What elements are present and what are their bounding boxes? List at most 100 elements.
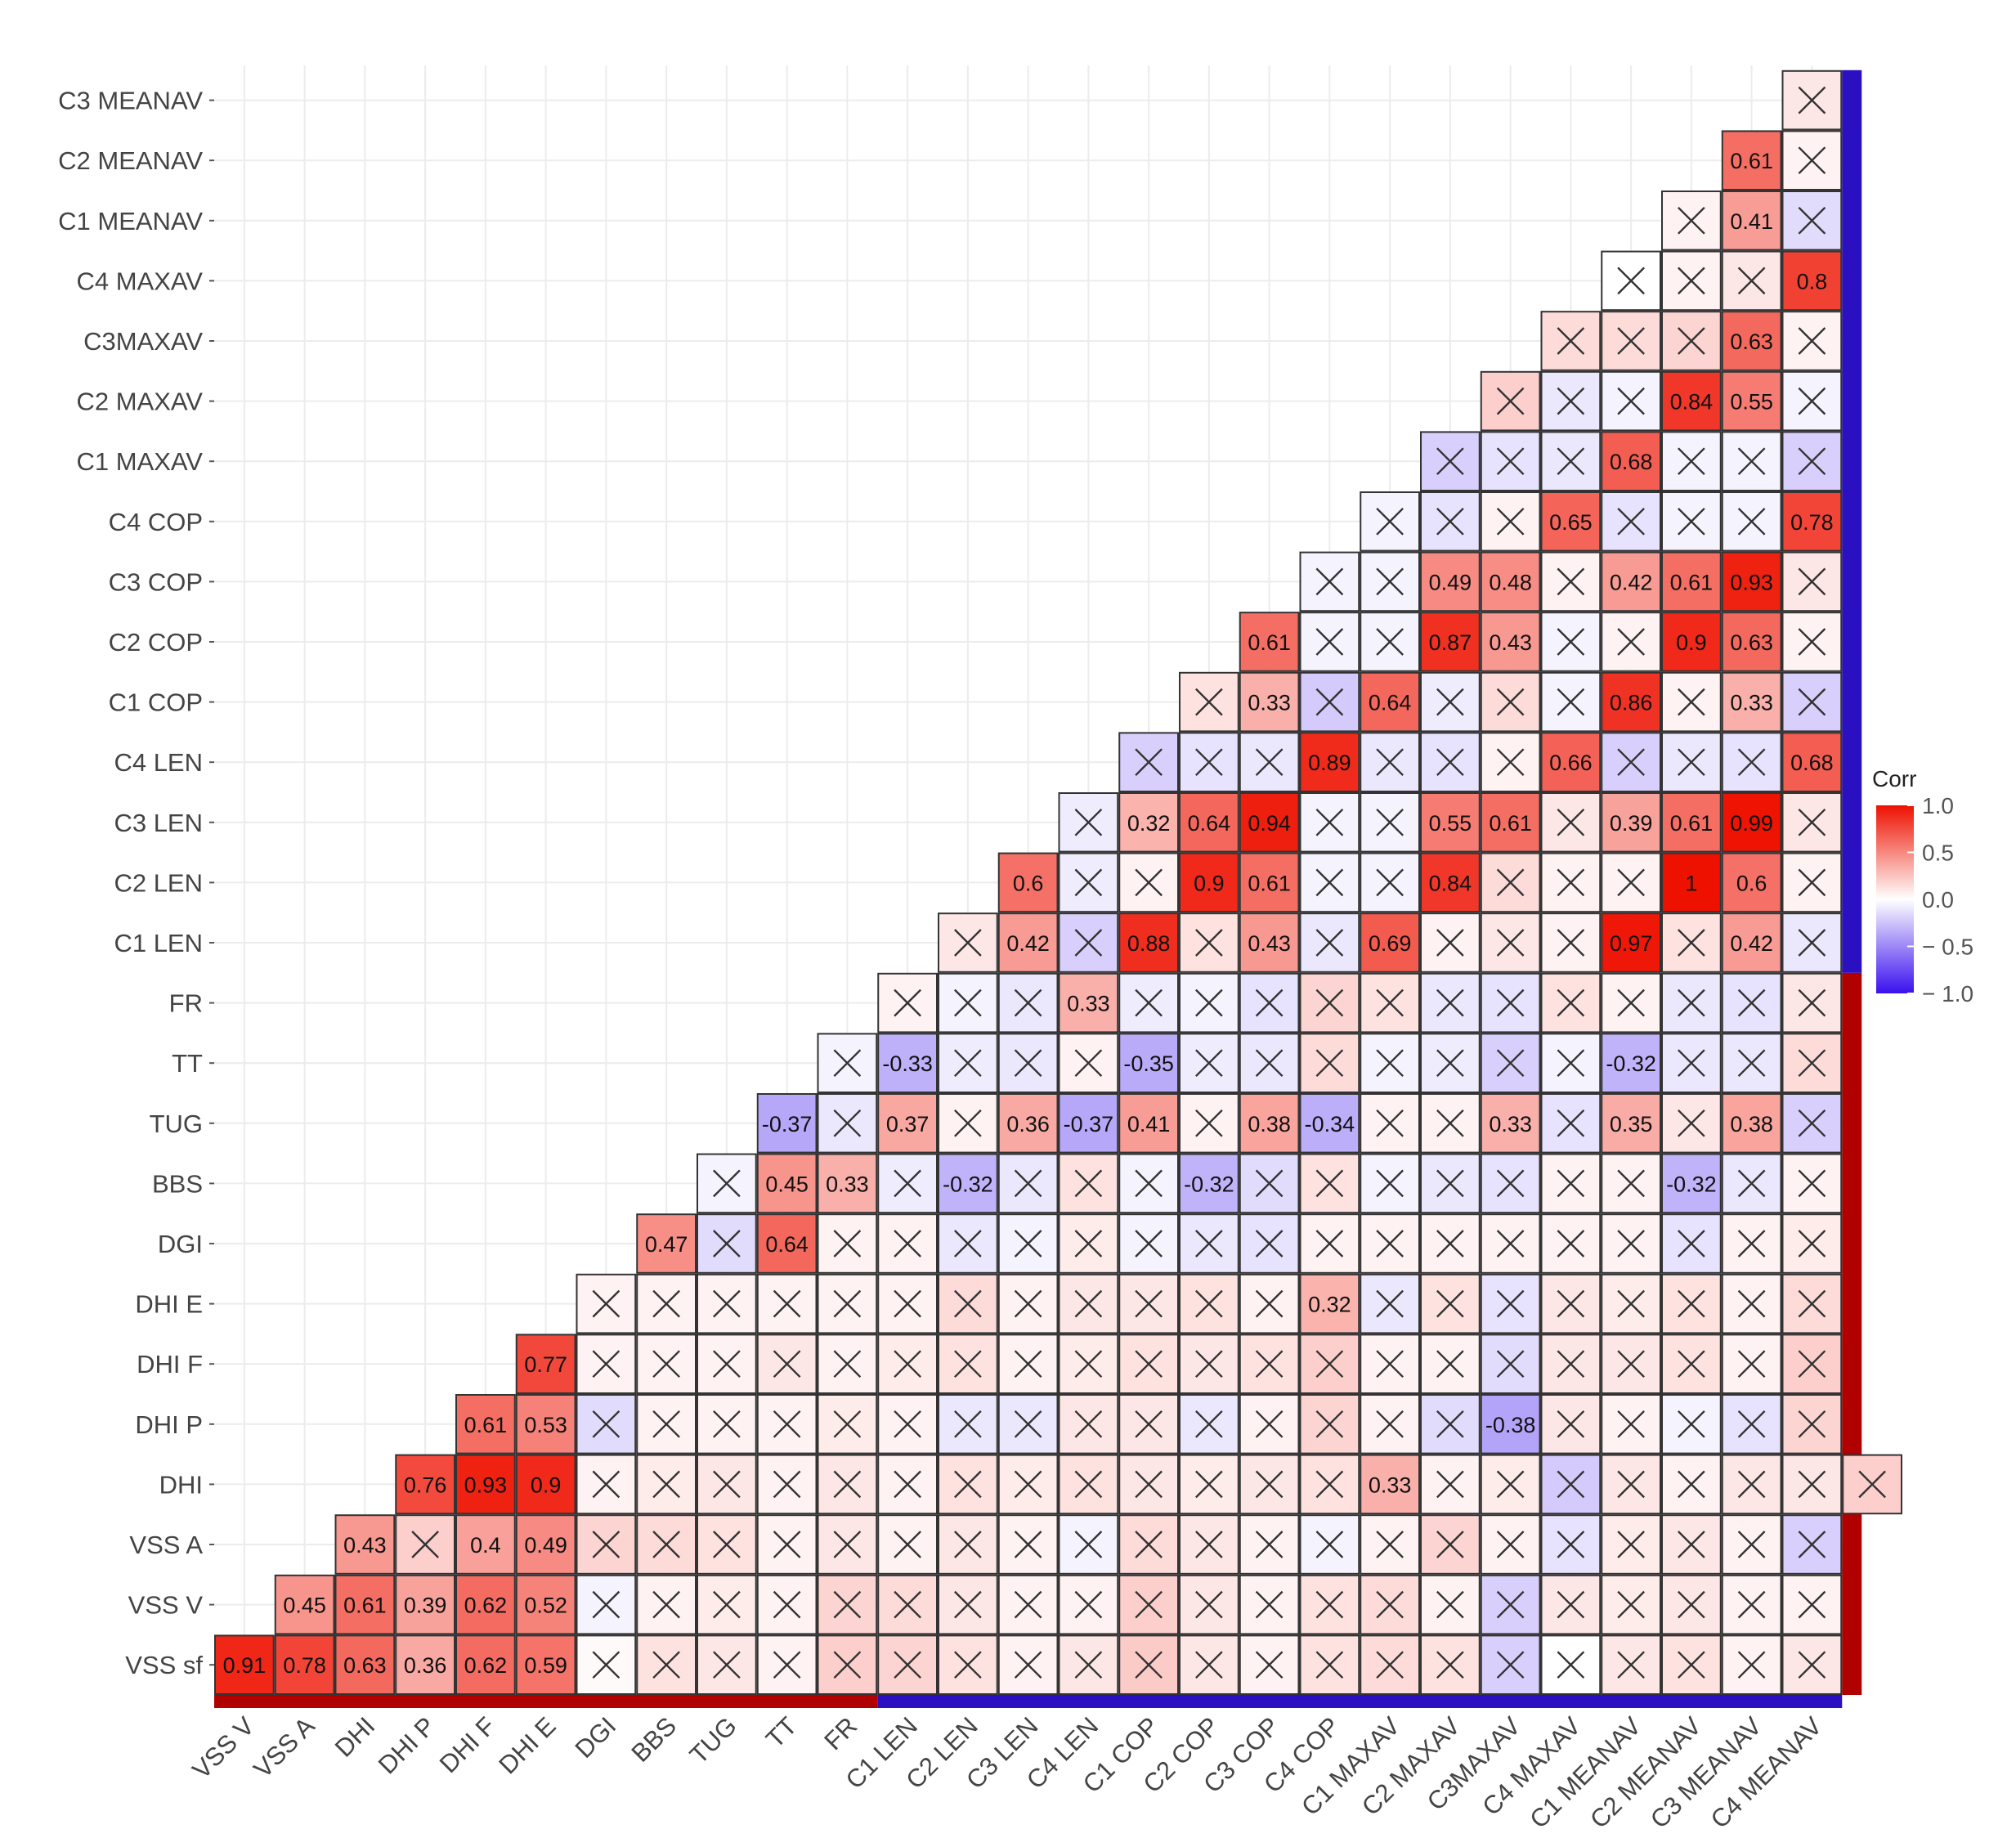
- insignificant-cross-icon: [1315, 868, 1344, 897]
- cell-value-label: -0.35: [1123, 1051, 1174, 1076]
- y-tick-label: DHI E: [135, 1290, 203, 1319]
- cell-value-label: 0.43: [1489, 630, 1532, 655]
- insignificant-cross-icon: [1496, 447, 1525, 476]
- insignificant-cross-icon: [1496, 1531, 1525, 1558]
- y-tick-label: DHI P: [135, 1410, 203, 1439]
- insignificant-cross-icon: [1557, 1350, 1585, 1379]
- heatmap-cell: [817, 1153, 878, 1214]
- insignificant-cross-icon: [1074, 808, 1103, 836]
- heatmap-cell: [1540, 491, 1602, 552]
- insignificant-cross-icon: [652, 1410, 680, 1438]
- insignificant-cross-icon: [833, 1531, 862, 1558]
- cell-value-label: 0.61: [1670, 811, 1714, 836]
- insignificant-cross-icon: [713, 1350, 741, 1379]
- heatmap-cell: [1661, 1153, 1722, 1214]
- insignificant-cross-icon: [1436, 989, 1464, 1017]
- insignificant-cross-icon: [1315, 1651, 1344, 1679]
- cell-value-label: -0.32: [1184, 1172, 1234, 1196]
- insignificant-cross-icon: [1496, 1230, 1525, 1257]
- cell-value-label: 0.91: [223, 1653, 267, 1678]
- heatmap-cell: [1721, 311, 1782, 371]
- insignificant-cross-icon: [1557, 1470, 1585, 1499]
- insignificant-cross-icon: [1557, 989, 1585, 1017]
- insignificant-cross-icon: [1798, 929, 1826, 957]
- cell-value-label: 0.45: [765, 1172, 809, 1196]
- insignificant-cross-icon: [1496, 1049, 1525, 1078]
- insignificant-cross-icon: [894, 1651, 921, 1679]
- insignificant-cross-icon: [1376, 1230, 1404, 1257]
- heatmap-cell: [274, 1574, 335, 1635]
- insignificant-cross-icon: [1376, 1289, 1404, 1318]
- insignificant-cross-icon: [713, 1590, 741, 1619]
- y-tick-label: DHI F: [137, 1350, 203, 1379]
- insignificant-cross-icon: [1376, 567, 1404, 596]
- insignificant-cross-icon: [954, 1470, 982, 1499]
- heatmap-cell: [214, 1634, 275, 1696]
- cell-value-label: 0.41: [1730, 209, 1773, 234]
- insignificant-cross-icon: [1557, 387, 1585, 415]
- insignificant-cross-icon: [1678, 1410, 1705, 1438]
- insignificant-cross-icon: [1074, 1651, 1103, 1679]
- insignificant-cross-icon: [833, 1651, 862, 1679]
- insignificant-cross-icon: [1074, 1169, 1103, 1198]
- insignificant-cross-icon: [1436, 1590, 1464, 1619]
- insignificant-cross-icon: [1798, 1230, 1826, 1257]
- insignificant-cross-icon: [1798, 206, 1826, 235]
- cell-value-label: -0.32: [1606, 1051, 1656, 1076]
- insignificant-cross-icon: [1798, 1651, 1826, 1679]
- insignificant-cross-icon: [954, 1410, 982, 1438]
- insignificant-cross-icon: [1195, 1230, 1223, 1257]
- insignificant-cross-icon: [1195, 1531, 1223, 1558]
- insignificant-cross-icon: [1496, 1350, 1525, 1379]
- insignificant-cross-icon: [894, 1230, 921, 1257]
- insignificant-cross-icon: [1074, 1590, 1103, 1619]
- heatmap-cell: [515, 1454, 576, 1515]
- insignificant-cross-icon: [1557, 628, 1585, 656]
- insignificant-cross-icon: [1135, 1531, 1163, 1558]
- insignificant-cross-icon: [1135, 1410, 1163, 1438]
- heatmap-cell: [1661, 1514, 1722, 1575]
- cell-value-label: 0.61: [1248, 871, 1291, 895]
- insignificant-cross-icon: [1315, 808, 1344, 836]
- heatmap-cell: [1420, 551, 1481, 612]
- heatmap-cell: [1360, 671, 1420, 733]
- cell-value-label: 0.35: [1610, 1112, 1653, 1136]
- heatmap-cell: [1058, 1093, 1119, 1154]
- heatmap-cell: [1179, 852, 1239, 913]
- insignificant-cross-icon: [1496, 1169, 1525, 1198]
- heatmap-cell: [1661, 551, 1722, 612]
- insignificant-cross-icon: [894, 989, 921, 1017]
- insignificant-cross-icon: [652, 1289, 680, 1318]
- cell-value-label: 0.61: [1248, 630, 1291, 655]
- heatmap-cell: [1239, 852, 1300, 913]
- y-tick-label: DGI: [158, 1230, 203, 1258]
- insignificant-cross-icon: [1315, 1169, 1344, 1198]
- significance-bands: [214, 69, 1862, 1708]
- insignificant-cross-icon: [1798, 628, 1826, 656]
- insignificant-cross-icon: [1436, 507, 1464, 536]
- y-band-red: [1842, 972, 1862, 1695]
- insignificant-cross-icon: [1436, 688, 1464, 716]
- heatmap-cell: [997, 1093, 1059, 1154]
- insignificant-cross-icon: [1557, 929, 1585, 957]
- insignificant-cross-icon: [1798, 868, 1826, 897]
- cell-value-label: 0.89: [1308, 751, 1351, 775]
- insignificant-cross-icon: [1617, 1169, 1645, 1198]
- heatmap-cell: [1721, 1634, 1782, 1696]
- heatmap-cell: [455, 1514, 516, 1575]
- cell-value-label: 1: [1685, 871, 1697, 895]
- insignificant-cross-icon: [1135, 1651, 1163, 1679]
- insignificant-cross-icon: [1195, 748, 1223, 777]
- insignificant-cross-icon: [1315, 628, 1344, 656]
- insignificant-cross-icon: [833, 1230, 862, 1257]
- legend-tick-label: 0.5: [1922, 841, 1954, 866]
- insignificant-cross-icon: [1737, 1169, 1766, 1198]
- cell-value-label: 0.84: [1670, 390, 1714, 415]
- cell-value-label: 0.9: [1194, 871, 1225, 895]
- insignificant-cross-icon: [894, 1531, 921, 1558]
- heatmap-cell: [1601, 912, 1661, 973]
- insignificant-cross-icon: [1617, 387, 1645, 415]
- x-band-blue: [877, 1695, 1843, 1708]
- cell-value-label: 0.45: [283, 1594, 326, 1618]
- insignificant-cross-icon: [1678, 989, 1705, 1017]
